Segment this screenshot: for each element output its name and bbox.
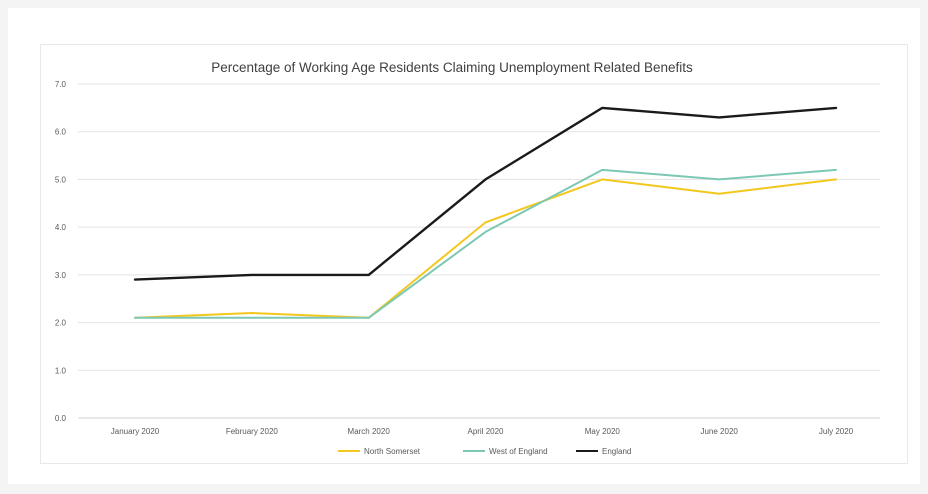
series-lines (133, 106, 838, 319)
x-tick-label: March 2020 (348, 427, 391, 436)
series-line-england (133, 106, 838, 281)
y-tick-label: 5.0 (55, 175, 67, 184)
legend-label: West of England (489, 447, 548, 456)
x-tick-label: April 2020 (467, 427, 504, 436)
x-tick-label: February 2020 (226, 427, 279, 436)
y-tick-label: 7.0 (55, 80, 67, 89)
legend-label: North Somerset (364, 447, 421, 456)
chart-frame (40, 44, 908, 464)
y-tick-label: 0.0 (55, 414, 67, 423)
y-tick-label: 2.0 (55, 319, 67, 328)
chart-card (8, 8, 920, 484)
x-tick-label: January 2020 (111, 427, 160, 436)
x-tick-label: May 2020 (585, 427, 621, 436)
series-line-north-somerset (134, 178, 837, 319)
y-tick-label: 1.0 (55, 366, 67, 375)
y-tick-label: 4.0 (55, 223, 67, 232)
y-tick-label: 6.0 (55, 128, 67, 137)
gridlines (78, 83, 880, 419)
x-tick-label: July 2020 (819, 427, 854, 436)
x-axis-ticks: January 2020 February 2020 March 2020 April… (111, 427, 854, 436)
y-tick-label: 3.0 (55, 271, 67, 280)
legend: North Somerset West of England England (338, 447, 631, 456)
y-axis-ticks: 0.0 1.0 2.0 3.0 4.0 5.0 6.0 7.0 (55, 80, 67, 423)
legend-label: England (602, 447, 631, 456)
x-tick-label: June 2020 (700, 427, 738, 436)
chart-title: Percentage of Working Age Residents Clai… (211, 60, 693, 75)
series-line-west-of-england (134, 168, 837, 319)
